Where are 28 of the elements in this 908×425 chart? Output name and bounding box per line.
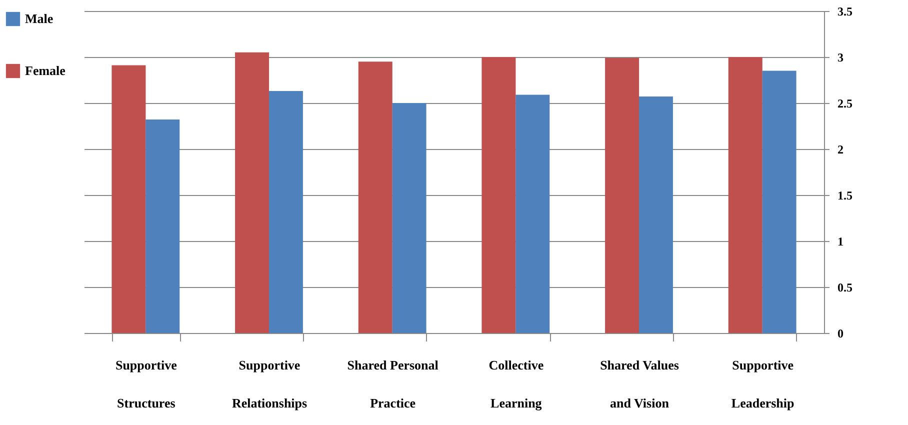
y-tick-label: 1 <box>838 234 844 248</box>
bar <box>392 103 426 333</box>
bar <box>235 52 270 333</box>
category-label: Supportive Leadership <box>731 358 794 410</box>
category-label: Shared Personal Practice <box>347 358 438 410</box>
y-tick-label: 3 <box>838 50 844 64</box>
category-label: Supportive Structures <box>115 358 177 410</box>
bar <box>112 65 146 333</box>
bar <box>638 96 673 333</box>
bar <box>516 94 550 333</box>
bar <box>268 91 303 333</box>
y-tick-label: 0 <box>838 326 844 340</box>
legend-label: Male <box>25 11 54 26</box>
bar <box>482 57 516 333</box>
category-label: Collective Learning <box>488 358 544 410</box>
bar <box>146 120 180 333</box>
bar <box>762 70 796 333</box>
bar <box>728 57 762 333</box>
y-tick-label: 1.5 <box>838 188 852 202</box>
y-tick-label: 0.5 <box>838 280 852 294</box>
bar <box>605 58 640 333</box>
category-label: Supportive Relationships <box>232 358 308 410</box>
y-tick-label: 2.5 <box>838 96 852 110</box>
legend-label: Female <box>25 63 66 78</box>
y-tick-label: 3.5 <box>838 4 852 18</box>
y-tick-label: 2 <box>838 142 844 156</box>
category-label: Shared Values and Vision <box>600 358 679 410</box>
bar <box>358 62 392 333</box>
